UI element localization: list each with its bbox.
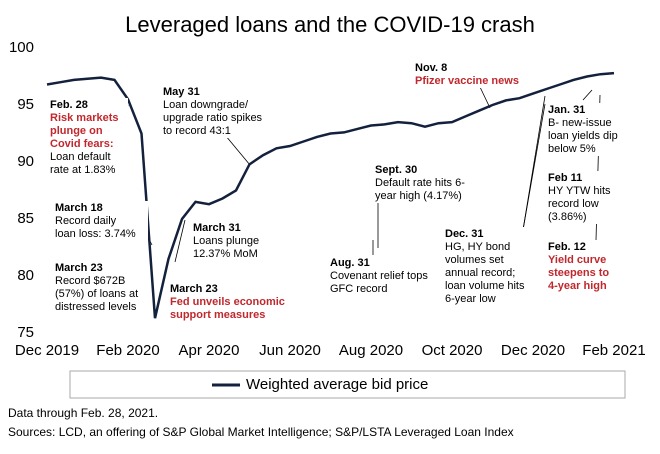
y-tick-label: 95 xyxy=(17,96,34,113)
annotation-bg xyxy=(48,98,128,177)
annotation-text: rate at 1.83% xyxy=(50,164,116,176)
y-tick-label: 90 xyxy=(17,153,34,170)
y-tick-label: 100 xyxy=(9,39,34,56)
annotation-highlight: Yield curve xyxy=(548,254,606,266)
annotation-date: Dec. 31 xyxy=(445,228,484,240)
y-tick-label: 80 xyxy=(17,267,34,284)
annotation-bg xyxy=(443,227,538,306)
x-tick-label: Jun 2020 xyxy=(259,342,321,359)
legend-label: Weighted average bid price xyxy=(246,376,428,393)
x-tick-label: Aug 2020 xyxy=(339,342,403,359)
annotation-text: volumes set xyxy=(445,254,504,266)
annotation-text: loan yields dip xyxy=(548,130,618,142)
annotation-date: Feb. 12 xyxy=(548,241,586,253)
annotation-highlight: steepens to xyxy=(548,267,609,279)
annotation-bg xyxy=(161,85,291,138)
annotation-date: March 18 xyxy=(55,202,103,214)
connector xyxy=(479,86,491,109)
annotation-text: Loan default xyxy=(50,151,111,163)
annotation-date: May 31 xyxy=(163,86,200,98)
annotation-text: record low xyxy=(548,198,599,210)
annotation-highlight: Risk markets xyxy=(50,112,119,124)
annotation-text: Record $672B xyxy=(55,275,125,287)
connector xyxy=(174,219,186,263)
annotation-text: Loans plunge xyxy=(193,235,259,247)
x-tick-label: Apr 2020 xyxy=(179,342,240,359)
annotation-bg xyxy=(413,61,511,88)
footnote: Sources: LCD, an offering of S&P Global … xyxy=(8,425,514,439)
annotation-text: 12.37% MoM xyxy=(193,248,258,260)
annotation-text: below 5% xyxy=(548,143,596,155)
annotation-bg xyxy=(546,240,626,293)
annotation-highlight: Covid fears: xyxy=(50,138,114,150)
annotation-highlight: Pfizer vaccine news xyxy=(415,75,519,87)
annotation-text: 6-year low xyxy=(445,293,496,305)
annotation-bg xyxy=(373,163,493,203)
footnote: Data through Feb. 28, 2021. xyxy=(8,406,158,420)
annotation-highlight: plunge on xyxy=(50,125,103,137)
y-tick-label: 75 xyxy=(17,324,34,341)
y-tick-label: 85 xyxy=(17,210,34,227)
annotation-text: GFC record xyxy=(330,283,387,295)
annotation-text: upgrade ratio spikes xyxy=(163,112,263,124)
annotation-highlight: Fed unveils economic xyxy=(170,296,285,308)
annotation-bg xyxy=(53,201,148,241)
annotation-date: Feb. 28 xyxy=(50,99,88,111)
x-tick-label: Dec 2020 xyxy=(501,342,565,359)
annotation-text: distressed levels xyxy=(55,301,137,313)
annotation-date: Jan. 31 xyxy=(548,104,585,116)
annotation-text: to record 43:1 xyxy=(163,125,231,137)
annotation-bg xyxy=(546,171,626,224)
annotation-text: (3.86%) xyxy=(548,211,587,223)
annotation-text: (57%) of loans at xyxy=(55,288,138,300)
data-line xyxy=(46,71,615,319)
annotation-bg xyxy=(546,103,626,156)
x-tick-label: Oct 2020 xyxy=(422,342,483,359)
annotation-highlight: 4-year high xyxy=(548,280,607,292)
annotation-bg xyxy=(191,221,276,261)
annotation-date: Aug. 31 xyxy=(330,257,370,269)
annotation-date: March 31 xyxy=(193,222,241,234)
annotation-text: loan volume hits xyxy=(445,280,525,292)
x-tick-label: Dec 2019 xyxy=(15,342,79,359)
annotation-text: Record daily xyxy=(55,215,117,227)
x-tick-label: Feb 2021 xyxy=(582,342,645,359)
annotation-text: annual record; xyxy=(445,267,515,279)
annotation-date: March 23 xyxy=(170,283,218,295)
x-tick-label: Feb 2020 xyxy=(96,342,159,359)
annotation-text: HY YTW hits xyxy=(548,185,611,197)
annotation-text: Default rate hits 6- xyxy=(375,177,465,189)
annotation-date: Nov. 8 xyxy=(415,62,447,74)
annotation-date: Sept. 30 xyxy=(375,164,417,176)
annotation-text: loan loss: 3.74% xyxy=(55,228,136,240)
annotation-bg xyxy=(53,261,148,314)
annotation-date: March 23 xyxy=(55,262,103,274)
chart-title: Leveraged loans and the COVID-19 crash xyxy=(125,12,535,37)
annotation-text: year high (4.17%) xyxy=(375,190,462,202)
annotation-text: Covenant relief tops xyxy=(330,270,428,282)
annotation-text: Loan downgrade/ xyxy=(163,99,249,111)
annotation-bg xyxy=(328,256,443,296)
annotation-bg xyxy=(168,282,288,322)
annotation-date: Feb 11 xyxy=(548,172,582,184)
connector xyxy=(522,103,546,231)
legend-box xyxy=(69,370,626,399)
annotation-text: B- new-issue xyxy=(548,117,612,129)
connector xyxy=(582,89,593,101)
annotation-highlight: support measures xyxy=(170,309,265,321)
annotation-text: HG, HY bond xyxy=(445,241,510,253)
